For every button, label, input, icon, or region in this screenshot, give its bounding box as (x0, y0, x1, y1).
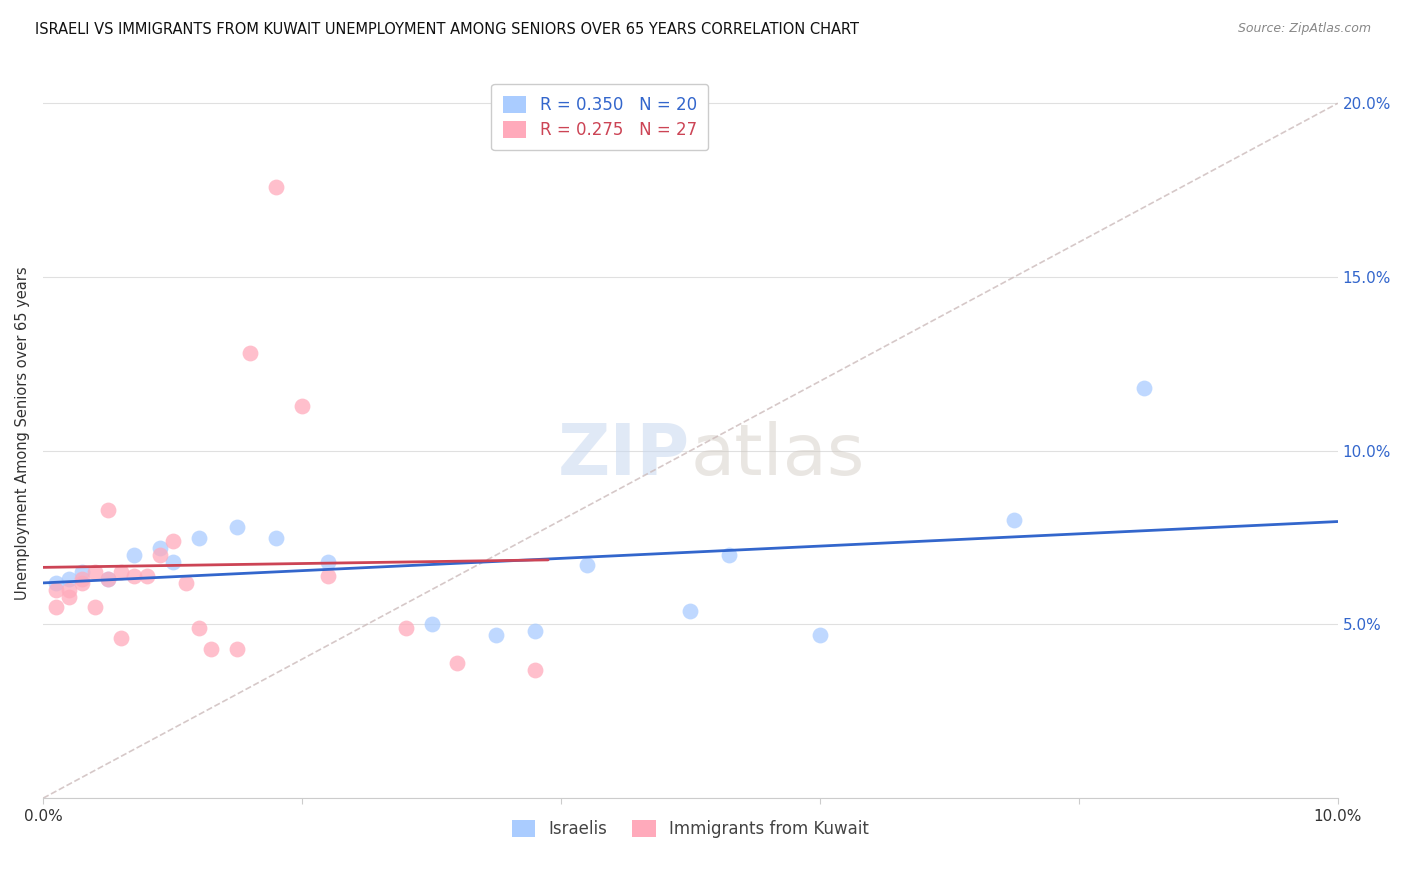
Point (149, 541, 172, 555)
Point (187, 531, 209, 545)
Legend: Israelis, Immigrants from Kuwait: Israelis, Immigrants from Kuwait (505, 813, 876, 845)
Point (110, 566, 132, 580)
Point (524, 663, 547, 677)
Point (226, 520, 249, 534)
Point (135, 568, 157, 582)
Point (187, 621, 209, 635)
Point (84, 600, 107, 615)
Point (122, 548, 145, 562)
Point (58, 590, 80, 604)
Point (485, 628, 508, 642)
Point (420, 617, 443, 632)
Point (110, 632, 132, 646)
Text: ISRAELI VS IMMIGRANTS FROM KUWAIT UNEMPLOYMENT AMONG SENIORS OVER 65 YEARS CORRE: ISRAELI VS IMMIGRANTS FROM KUWAIT UNEMPL… (35, 22, 859, 37)
Point (70, 566, 93, 580)
Point (70, 575, 93, 590)
Point (316, 568, 339, 582)
Point (1132, 381, 1154, 395)
Point (291, 399, 314, 413)
Point (45, 582, 67, 597)
Y-axis label: Unemployment Among Seniors over 65 years: Unemployment Among Seniors over 65 years (15, 267, 30, 600)
Point (45, 575, 67, 590)
Point (575, 558, 598, 573)
Point (239, 346, 262, 360)
Point (226, 641, 249, 656)
Text: atlas: atlas (690, 421, 865, 490)
Point (97, 572, 120, 586)
Point (162, 555, 184, 569)
Point (174, 575, 197, 590)
Point (264, 531, 287, 545)
Point (395, 621, 418, 635)
Point (446, 656, 468, 670)
Point (524, 624, 547, 639)
Point (316, 555, 339, 569)
Point (264, 179, 287, 194)
Point (679, 603, 702, 617)
Point (718, 548, 741, 562)
Point (808, 628, 831, 642)
Point (97, 502, 120, 516)
Point (1002, 513, 1025, 527)
Point (200, 641, 222, 656)
Point (58, 572, 80, 586)
Point (149, 548, 172, 562)
Point (84, 566, 107, 580)
Text: Source: ZipAtlas.com: Source: ZipAtlas.com (1237, 22, 1371, 36)
Point (58, 582, 80, 597)
Point (70, 572, 93, 586)
Text: ZIP: ZIP (558, 421, 690, 490)
Point (97, 572, 120, 586)
Point (162, 534, 184, 549)
Point (45, 600, 67, 615)
Point (122, 568, 145, 582)
